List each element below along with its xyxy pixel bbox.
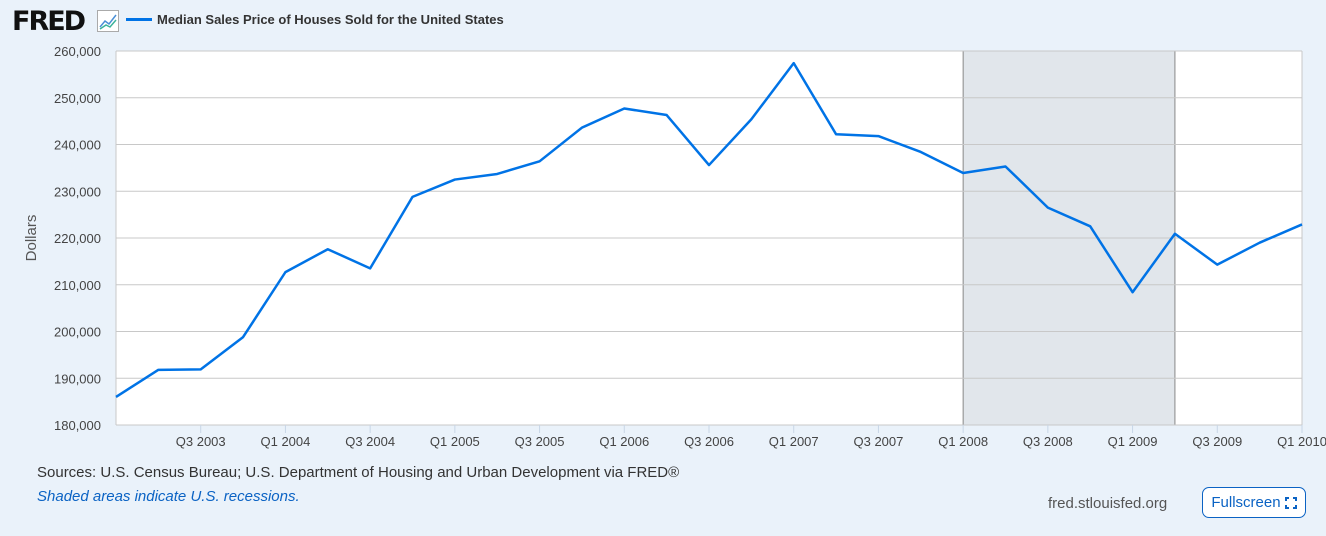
x-tick-label: Q1 2006 [599,434,649,449]
x-tick-label: Q1 2007 [769,434,819,449]
x-tick-label: Q3 2009 [1192,434,1242,449]
chart-line-icon [97,10,119,32]
x-tick-label: Q3 2004 [345,434,395,449]
x-tick-label: Q3 2003 [176,434,226,449]
y-tick-label: 240,000 [54,138,101,153]
x-tick-label: Q3 2006 [684,434,734,449]
sources-text: Sources: U.S. Census Bureau; U.S. Depart… [37,464,680,481]
y-tick-label: 220,000 [54,231,101,246]
fullscreen-label: Fullscreen [1211,494,1281,511]
fullscreen-icon [1284,496,1297,509]
site-link[interactable]: fred.stlouisfed.org [1048,495,1168,512]
y-tick-label: 200,000 [54,325,101,340]
legend-label: Median Sales Price of Houses Sold for th… [157,12,504,27]
legend-swatch [126,18,152,21]
x-tick-label: Q3 2007 [853,434,903,449]
y-tick-label: 250,000 [54,91,101,106]
x-tick-label: Q3 2008 [1023,434,1073,449]
x-tick-label: Q1 2009 [1108,434,1158,449]
x-tick-label: Q1 2004 [260,434,310,449]
y-tick-label: 260,000 [54,44,101,59]
x-tick-label: Q1 2010 [1277,434,1326,449]
y-tick-label: 230,000 [54,184,101,199]
y-tick-label: 210,000 [54,278,101,293]
legend-item[interactable]: Median Sales Price of Houses Sold for th… [126,12,504,27]
y-tick-label: 180,000 [54,418,101,433]
fullscreen-button[interactable]: Fullscreen [1202,487,1306,518]
y-tick-label: 190,000 [54,371,101,386]
x-tick-label: Q1 2008 [938,434,988,449]
fred-logo[interactable]: FRED [12,6,86,37]
y-axis-title: Dollars [23,215,40,262]
x-tick-label: Q3 2005 [515,434,565,449]
recession-note: Shaded areas indicate U.S. recessions. [37,488,300,505]
x-tick-label: Q1 2005 [430,434,480,449]
